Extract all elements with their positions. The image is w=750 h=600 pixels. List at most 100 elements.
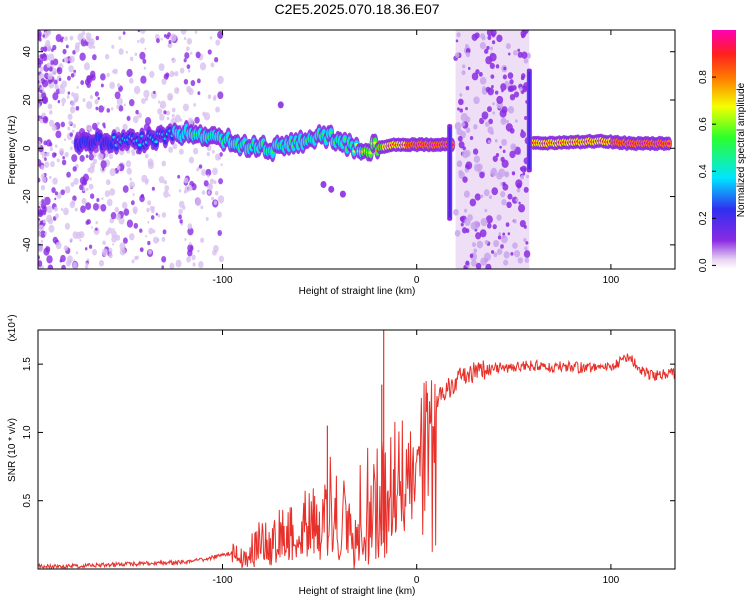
noise-speckle (64, 222, 71, 230)
noise-speckle (87, 41, 94, 49)
noise-speckle (217, 91, 224, 100)
noise-speckle (73, 69, 77, 74)
noise-speckle (119, 247, 126, 256)
noise-speckle (157, 214, 161, 218)
noise-speckle (143, 66, 146, 70)
noise-speckle (484, 121, 490, 128)
noise-speckle (507, 52, 511, 56)
noise-speckle (168, 94, 173, 101)
noise-speckle (90, 226, 93, 229)
noise-speckle (139, 51, 146, 60)
noise-speckle (95, 227, 98, 231)
noise-speckle (85, 187, 89, 192)
noise-speckle (92, 203, 99, 211)
y-tick-label: -40 (22, 237, 33, 252)
noise-speckle (71, 199, 76, 205)
noise-speckle (467, 66, 471, 70)
noise-speckle (492, 224, 497, 230)
noise-speckle (187, 223, 193, 230)
noise-speckle (39, 72, 45, 80)
noise-speckle (190, 246, 193, 250)
noise-speckle (61, 159, 67, 166)
noise-speckle (125, 50, 128, 54)
noise-speckle (114, 206, 119, 213)
noise-speckle (152, 206, 155, 210)
noise-speckle (480, 257, 488, 266)
noise-speckle (71, 154, 78, 163)
noise-speckle (38, 93, 42, 100)
noise-speckle (151, 208, 155, 214)
snr-y-axis-label: SNR (10 * v/v) (7, 418, 18, 482)
noise-speckle (465, 43, 469, 49)
noise-speckle (465, 52, 471, 58)
noise-speckle (79, 52, 86, 61)
noise-speckle (179, 148, 184, 155)
noise-speckle (86, 124, 91, 131)
noise-speckle (129, 181, 135, 189)
noise-speckle (60, 121, 66, 128)
noise-speckle (519, 87, 523, 92)
noise-speckle (106, 72, 110, 78)
noise-speckle (82, 98, 86, 103)
noise-speckle (509, 93, 516, 101)
noise-speckle (469, 135, 474, 141)
noise-speckle (504, 80, 509, 85)
noise-speckle (87, 168, 91, 173)
noise-speckle (509, 150, 516, 159)
noise-speckle (95, 220, 99, 225)
noise-speckle (117, 83, 121, 88)
noise-speckle (158, 176, 165, 184)
noise-speckle (212, 249, 217, 256)
noise-speckle (183, 177, 189, 184)
noise-speckle (54, 84, 59, 90)
snr-marks (38, 330, 675, 569)
noise-speckle (54, 197, 57, 201)
noise-speckle (85, 220, 89, 225)
noise-speckle (155, 212, 158, 216)
noise-speckle (139, 37, 145, 44)
noise-speckle (180, 30, 187, 35)
noise-speckle (506, 201, 512, 209)
noise-speckle (194, 116, 200, 124)
noise-speckle (516, 183, 522, 189)
noise-speckle (163, 110, 167, 115)
noise-speckle (511, 171, 516, 176)
noise-speckle (212, 167, 218, 176)
noise-speckle (501, 138, 507, 146)
noise-speckle (490, 30, 497, 37)
noise-speckle (121, 201, 128, 209)
noise-speckle (479, 76, 487, 85)
noise-speckle (210, 196, 214, 201)
noise-speckle (465, 47, 471, 54)
noise-speckle (214, 153, 221, 161)
noise-speckle (166, 110, 171, 116)
noise-speckle (106, 108, 111, 113)
noise-speckle (137, 112, 142, 119)
noise-speckle (94, 98, 99, 105)
noise-speckle (168, 146, 174, 153)
noise-speckle (183, 58, 187, 63)
noise-speckle (217, 30, 224, 39)
ridge-core (137, 143, 142, 147)
noise-speckle (473, 155, 481, 163)
noise-speckle (98, 105, 105, 113)
noise-speckle (473, 248, 478, 253)
noise-speckle (59, 84, 63, 88)
noise-speckle (509, 79, 514, 85)
noise-speckle (83, 37, 86, 41)
noise-speckle (458, 141, 465, 149)
noise-speckle (460, 112, 468, 122)
noise-speckle (487, 35, 492, 41)
isolated-blob (320, 181, 327, 189)
noise-speckle (101, 248, 108, 257)
noise-speckle (188, 156, 195, 164)
noise-speckle (174, 71, 179, 77)
noise-speckle (495, 153, 500, 157)
noise-speckle (213, 180, 217, 185)
noise-speckle (475, 262, 482, 269)
noise-speckle (207, 174, 210, 178)
noise-speckle (167, 44, 171, 48)
noise-speckle (526, 174, 530, 179)
noise-speckle (83, 62, 91, 71)
noise-speckle (61, 264, 66, 269)
